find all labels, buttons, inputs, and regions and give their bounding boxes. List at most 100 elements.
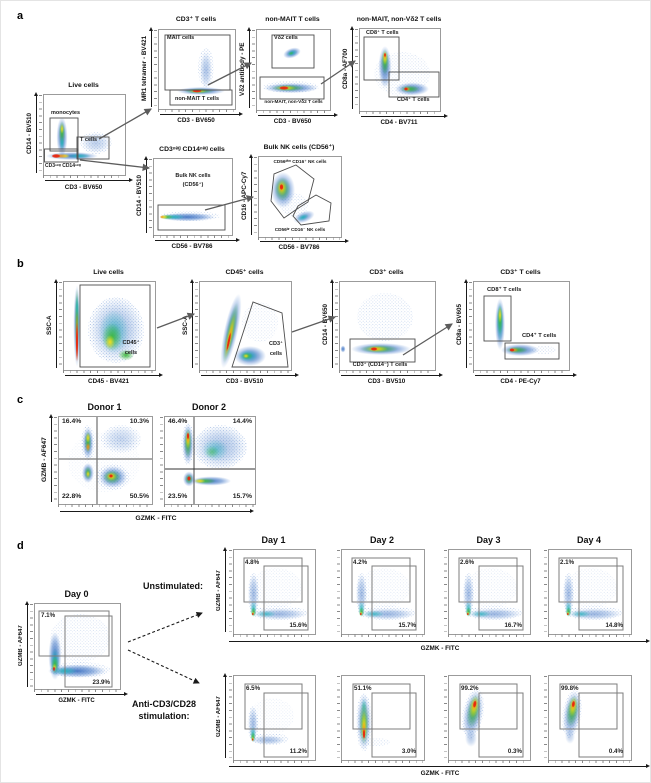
density-plot-canvas <box>352 683 417 758</box>
flow-plot-a-nk-subsets: CD56ᵈⁱᵐ CD16⁺ NK cells CD56ᵇʳ CD16⁻ NK c… <box>258 156 342 238</box>
x-axis-label: CD3 - BV510 <box>225 378 264 385</box>
density-blobs <box>159 211 220 222</box>
density-plot-canvas <box>270 164 332 226</box>
x-axis-ticks <box>158 109 234 113</box>
gate-gzmb-high <box>244 683 303 730</box>
gate-non-mait <box>169 89 233 106</box>
plot-title: CD3⁺ cells <box>369 269 404 276</box>
gate-cd8-t-cells <box>483 295 512 342</box>
y-axis-ticks <box>337 550 341 632</box>
quadrant-pct-lower-left: 22.8% <box>62 493 82 501</box>
gate-gzmk-high <box>578 565 624 631</box>
density-plot-canvas <box>59 417 152 504</box>
flow-plot-unstim-day4: 2.1% 14.8% <box>548 549 632 635</box>
gate-gzmb-high <box>352 683 411 730</box>
gate-label-cd45-line1: CD45⁺ <box>122 340 140 346</box>
y-axis-arrow <box>33 92 39 173</box>
y-axis-label: GZMB - AF647 <box>18 625 24 666</box>
gate-label-cd8: CD8⁺ T cells <box>366 30 399 36</box>
density-plot-canvas <box>220 293 289 369</box>
x-axis-label: CD56 - BV786 <box>278 244 320 251</box>
x-axis-label: CD56 - BV786 <box>171 243 213 250</box>
gate-label-mait: MAIT cells <box>167 35 195 41</box>
density-plot-canvas <box>164 34 233 106</box>
gate-label-cd8: CD8⁺ T cells <box>487 287 522 293</box>
gate-gzmk-high <box>478 692 524 758</box>
y-axis-arrow <box>53 279 59 368</box>
density-plot-canvas <box>259 34 325 100</box>
gate-pct-gzmb: 4.2% <box>353 559 368 566</box>
density-blobs <box>46 117 112 160</box>
flow-plot-stim-day1: 6.5% 11.2% <box>233 675 316 761</box>
y-axis-ticks <box>335 282 339 368</box>
flow-plot-stim-day3: 99.2% 0.3% <box>448 675 531 761</box>
x-axis-label: CD3 - BV510 <box>367 378 406 385</box>
gate-label-non-mait: non-MAIT T cells <box>175 96 219 102</box>
flow-plot-a-nk-parent: Bulk NK cells (CD56⁺) <box>153 158 233 236</box>
y-axis-label: CD16 - APC-Cy7 <box>241 171 248 221</box>
gate-t-cells <box>76 136 110 160</box>
density-blobs <box>68 425 141 492</box>
flow-plot-b-cd3: CD3⁺ (CD14⁻) T cells <box>339 281 436 371</box>
density-plot-canvas <box>73 284 151 368</box>
x-axis-arrow <box>155 237 240 243</box>
quadrant-pct-lower-left: 23.5% <box>168 493 188 501</box>
density-blobs <box>177 48 225 95</box>
gate-cd4-t-cells <box>504 342 560 360</box>
y-axis-label: Vδ2 antibody - PE <box>239 42 246 96</box>
flow-plot-a-cd8-cd4: CD8⁺ T cells CD4⁺ T cells <box>359 28 441 112</box>
gate-label-non-vd2: non-MAIT, non-Vδ2 T cells <box>264 99 323 104</box>
density-plot-canvas <box>165 417 255 504</box>
y-axis-label: CD8a - BV605 <box>456 304 463 346</box>
gate-label-cd56br: CD56ᵇʳ CD16⁻ NK cells <box>274 227 326 232</box>
y-axis-arrow <box>24 601 30 687</box>
y-axis-ticks <box>59 282 63 368</box>
x-axis-ticks <box>233 634 314 638</box>
y-axis-label: CD14 - BV510 <box>26 113 33 155</box>
flow-plot-a-live: monocytes T cells CD3ⁿᵉᵍ CD14ⁿᵉᵍ <box>43 94 126 176</box>
y-axis-ticks <box>54 417 58 502</box>
plot-title: Live cells <box>93 269 124 276</box>
gate-gzmb-high <box>558 557 618 603</box>
y-axis-ticks <box>154 30 158 107</box>
flow-plot-a-mait: MAIT cells non-MAIT T cells <box>158 29 236 110</box>
y-axis-ticks <box>195 282 199 368</box>
y-axis-arrow <box>143 156 149 233</box>
density-blobs <box>220 293 278 369</box>
x-axis-arrow-shared <box>60 508 254 514</box>
y-axis-arrow <box>246 27 252 108</box>
gate-label-cd56dim: CD56ᵈⁱᵐ CD16⁺ NK cells <box>273 159 327 164</box>
y-axis-label: CD14 - BV650 <box>322 304 329 346</box>
gate-gzmk-high <box>578 692 624 758</box>
gate-cd45-cells <box>79 284 151 368</box>
y-axis-arrow <box>148 27 154 107</box>
density-plot-canvas <box>483 295 560 360</box>
x-axis-ticks <box>359 111 439 115</box>
density-blobs <box>48 614 110 680</box>
day1-title: Day 1 <box>261 535 286 545</box>
gate-pct-gzmk: 0.4% <box>608 747 623 755</box>
x-axis-label: GZMK - FITC <box>58 698 95 704</box>
gate-label-monocytes: monocytes <box>51 110 81 116</box>
gate-label-cd4: CD4⁺ T cells <box>522 333 557 339</box>
flow-plot-stim-day2: 51.1% 3.0% <box>341 675 425 761</box>
flow-plot-a-vd2: Vδ2 cells non-MAIT, non-Vδ2 T cells <box>256 29 331 111</box>
y-axis-label: GZMB - AF647 <box>216 696 222 738</box>
x-axis-arrow <box>260 238 349 244</box>
gate-label-cd3-line2: cells <box>269 351 283 357</box>
stimulation-label-line2: stimulation: <box>138 711 190 721</box>
gate-gzmb-high <box>458 557 518 603</box>
gate-pct-gzmb: 2.6% <box>460 559 475 566</box>
y-axis-label: CD8a - AF700 <box>342 48 349 90</box>
flow-plot-unstim-day3: 2.6% 16.7% <box>448 549 531 635</box>
quadrant-pct-lower-right: 50.5% <box>129 493 149 501</box>
flow-plot-b-cd8-cd4: CD8⁺ T cells CD4⁺ T cells <box>473 281 570 371</box>
gate-gzmb-high <box>559 683 618 730</box>
density-blobs <box>181 423 247 487</box>
gate-mait-cells <box>164 34 231 91</box>
quadrant-pct-upper-right: 14.4% <box>232 418 252 425</box>
density-plot-canvas <box>340 293 416 363</box>
x-axis-arrow <box>36 691 128 697</box>
density-blobs <box>271 172 315 224</box>
